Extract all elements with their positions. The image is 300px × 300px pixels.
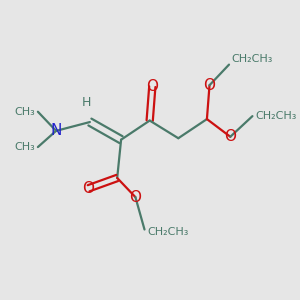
Text: CH₃: CH₃ — [14, 142, 35, 152]
Text: CH₃: CH₃ — [14, 107, 35, 117]
Text: CH₂CH₃: CH₂CH₃ — [232, 54, 273, 64]
Text: H: H — [81, 96, 91, 110]
Text: O: O — [82, 181, 94, 196]
Text: CH₂CH₃: CH₂CH₃ — [147, 227, 188, 237]
Text: N: N — [50, 123, 62, 138]
Text: O: O — [224, 129, 236, 144]
Text: CH₂CH₃: CH₂CH₃ — [255, 111, 296, 121]
Text: O: O — [203, 78, 215, 93]
Text: O: O — [146, 79, 158, 94]
Text: O: O — [129, 190, 141, 205]
